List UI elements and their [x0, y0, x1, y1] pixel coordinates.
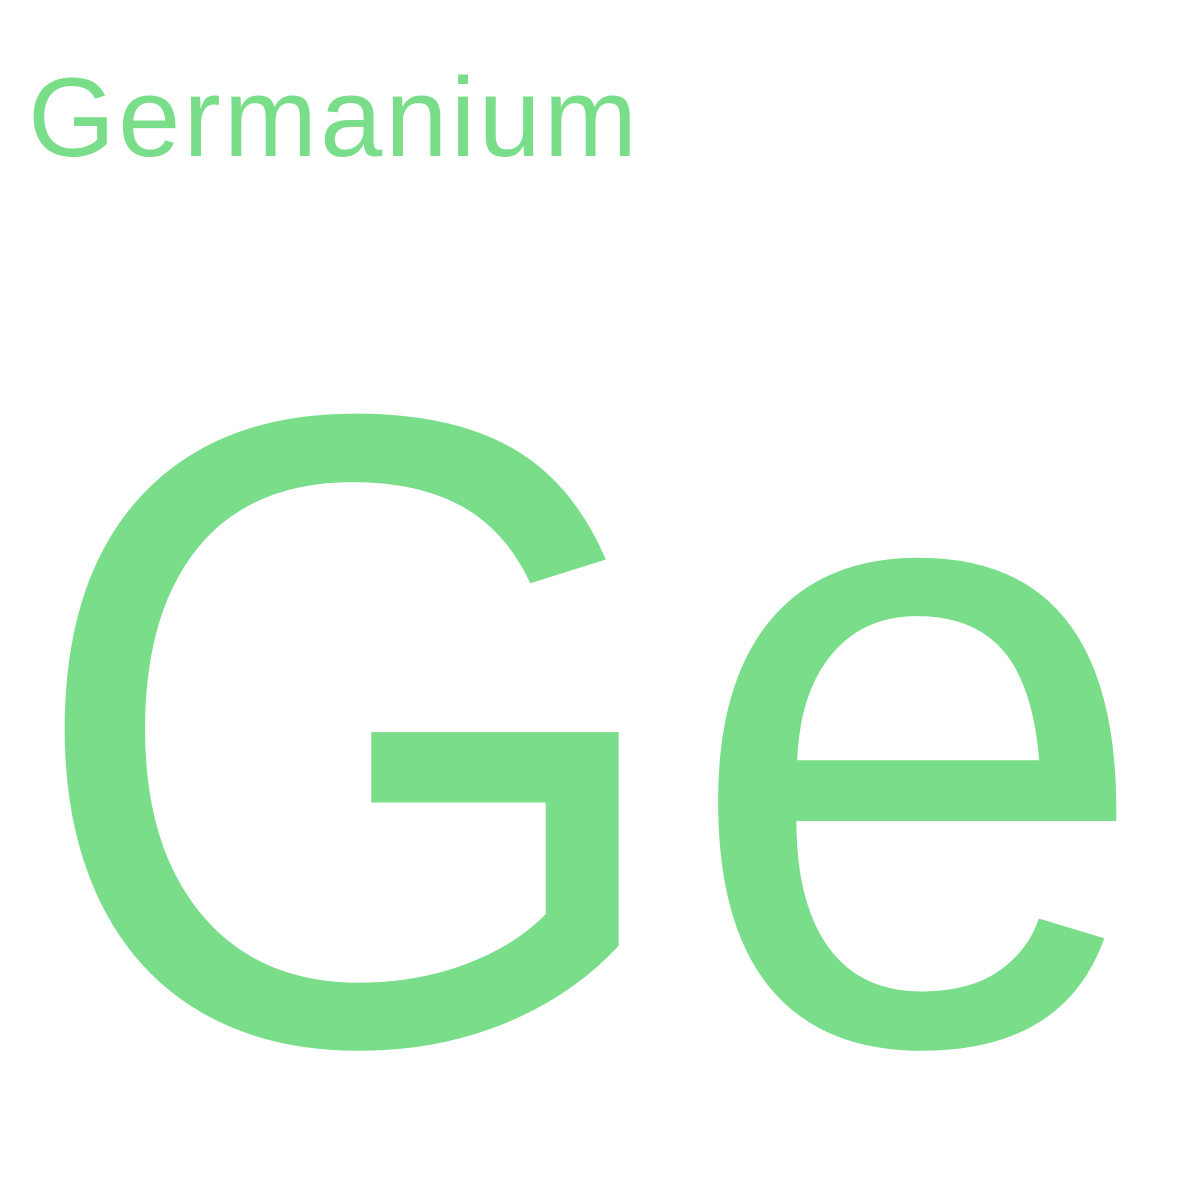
element-symbol-text: Ge [22, 227, 1154, 1181]
element-name: Germanium [28, 55, 641, 180]
